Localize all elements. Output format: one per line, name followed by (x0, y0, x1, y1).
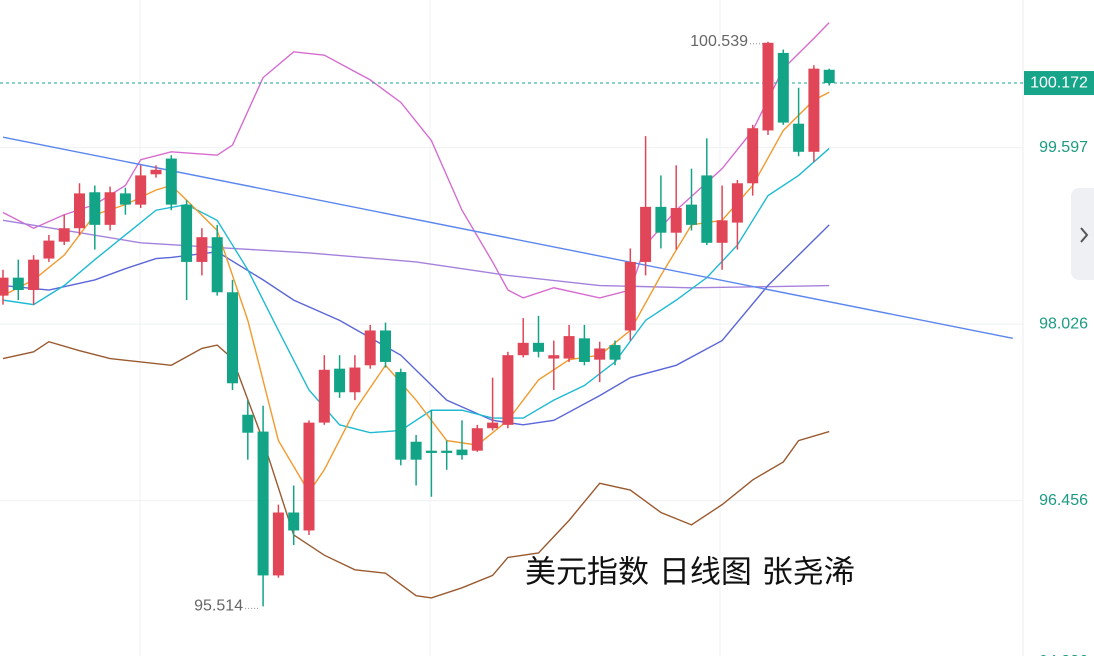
candle-body (425, 450, 437, 453)
scroll-button-bg[interactable] (1071, 188, 1094, 280)
candle-body (517, 342, 529, 356)
candle-body (150, 169, 162, 175)
candle-body (594, 348, 606, 360)
candle-body (165, 158, 177, 205)
candle-body (119, 193, 131, 205)
candle-body (303, 422, 315, 531)
candle-body (793, 123, 805, 152)
indicator-line (2, 136, 1013, 340)
candle-body (181, 204, 193, 262)
price-axis: 99.597 98.026 96.456 94.886 100.172 100.539 95… (194, 33, 1094, 656)
candle-body (196, 237, 208, 262)
candle-body (74, 193, 85, 229)
candle-body (502, 355, 514, 425)
candle-body (349, 367, 361, 393)
candle-body (12, 277, 24, 291)
candle-body (410, 441, 422, 460)
scroll-button[interactable] (1071, 188, 1094, 280)
indicator-line (2, 224, 830, 426)
candle-body (762, 42, 774, 131)
low-annotation: 95.514 (194, 598, 243, 615)
candle-body (288, 512, 300, 531)
high-annotation: 100.539 (690, 33, 748, 50)
chevron-icon[interactable] (1080, 227, 1089, 243)
candle-body (135, 175, 147, 205)
candle-body (624, 261, 636, 331)
indicator-line (2, 91, 830, 494)
chart-title: 美元指数 日线图 张尧浠 (525, 555, 855, 591)
y-tick-label: 99.597 (1039, 139, 1088, 156)
candle-body (89, 192, 101, 225)
candle-body (578, 338, 590, 362)
candle-body (823, 69, 835, 84)
candle-body (227, 292, 238, 384)
candle-body (670, 207, 682, 233)
candle-body (533, 342, 544, 352)
candle-body (211, 237, 223, 293)
y-tick-label: 94.886 (1039, 653, 1088, 656)
candle-body (441, 450, 453, 453)
candle-body (334, 368, 346, 393)
candle-body (731, 183, 743, 223)
last-price-box (1024, 71, 1094, 96)
candle-body (242, 414, 254, 433)
candle-body (28, 259, 40, 291)
candle-body (716, 220, 728, 243)
candle-body (456, 449, 468, 456)
candle-body (640, 206, 652, 262)
indicator-line (2, 22, 830, 299)
candle-body (58, 228, 70, 242)
candle-body (701, 175, 713, 243)
candle-body (364, 330, 376, 366)
y-tick-label: 98.026 (1039, 315, 1088, 332)
candle-body (318, 369, 330, 423)
candle-body (104, 192, 116, 225)
grid (0, 0, 1024, 656)
candle-body (609, 345, 621, 360)
candle-body (0, 277, 9, 296)
candle-body (808, 68, 820, 152)
candle-body (747, 128, 759, 184)
indicator-line (2, 147, 830, 434)
indicator-line (2, 340, 830, 599)
candle-body (548, 355, 560, 359)
candle-body (395, 372, 407, 460)
indicators (0, 22, 1023, 599)
candle-body (471, 428, 483, 451)
candle-body (43, 240, 55, 259)
last-price-label: 100.172 (1030, 74, 1088, 91)
candle-body (380, 330, 391, 362)
candle-body (563, 336, 575, 359)
candle-body (686, 204, 697, 225)
candle-body (257, 431, 269, 576)
candle-body (777, 52, 789, 123)
y-tick-label: 96.456 (1039, 492, 1088, 509)
candles (0, 41, 835, 607)
candle-body (487, 422, 499, 429)
candle-body (272, 512, 284, 576)
candle-body (655, 206, 667, 233)
